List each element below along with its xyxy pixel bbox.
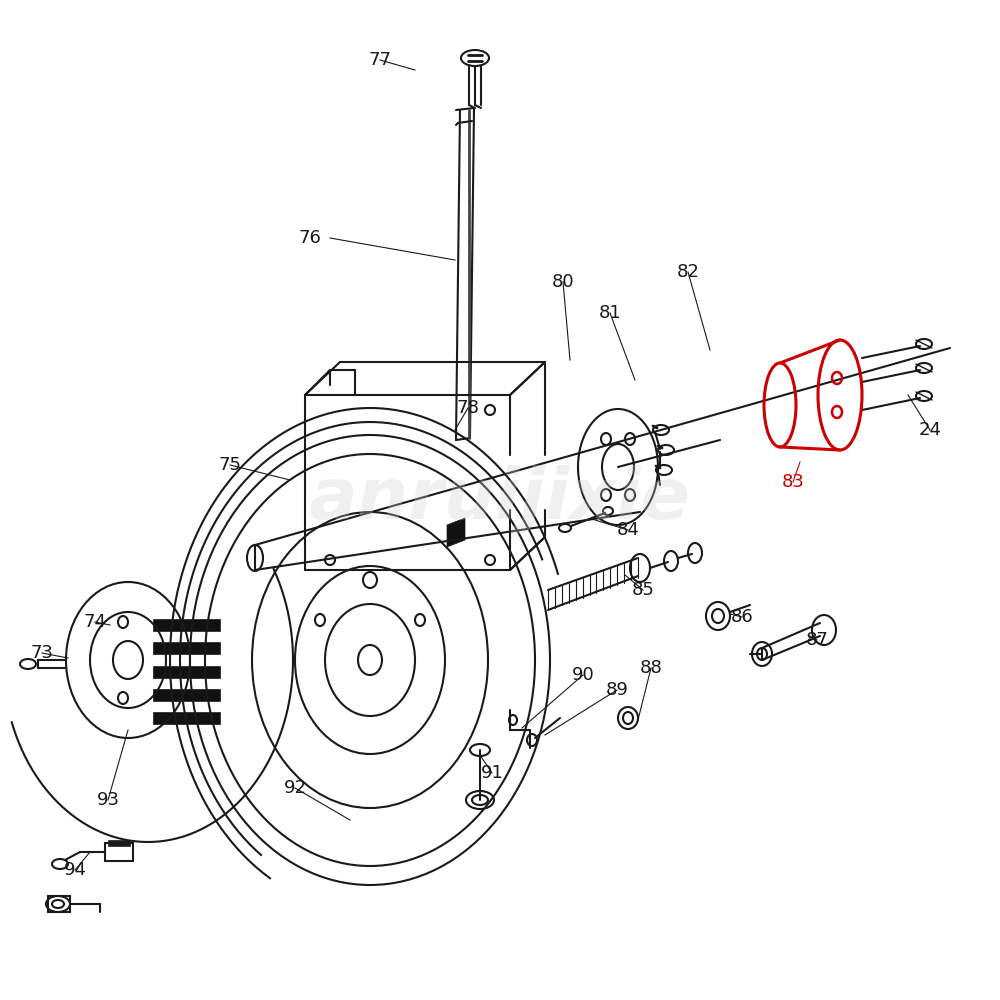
- Text: 91: 91: [481, 764, 503, 782]
- Text: 92: 92: [284, 779, 306, 797]
- Polygon shape: [153, 712, 220, 724]
- Polygon shape: [153, 642, 220, 654]
- Text: 77: 77: [368, 51, 392, 69]
- Text: 78: 78: [457, 399, 479, 417]
- Bar: [105, 843, 133, 861]
- Text: 83: 83: [782, 473, 804, 491]
- Text: 88: 88: [640, 659, 662, 677]
- Text: 90: 90: [572, 666, 594, 684]
- Text: 24: 24: [918, 421, 942, 439]
- Text: 82: 82: [677, 263, 699, 281]
- Text: 81: 81: [599, 304, 621, 322]
- Text: 87: 87: [806, 631, 828, 649]
- Text: anruijixie: anruijixie: [309, 466, 691, 534]
- Text: 76: 76: [299, 229, 321, 247]
- Text: 73: 73: [30, 644, 54, 662]
- Text: 85: 85: [632, 581, 654, 599]
- Text: 86: 86: [731, 608, 753, 626]
- Text: 94: 94: [64, 861, 87, 879]
- Polygon shape: [153, 689, 220, 701]
- Text: 80: 80: [552, 273, 574, 291]
- Polygon shape: [153, 619, 220, 631]
- Text: 93: 93: [96, 791, 120, 809]
- Bar: [108, 840, 130, 846]
- Bar: [48, 896, 70, 912]
- Text: 75: 75: [218, 456, 242, 474]
- Polygon shape: [153, 666, 220, 678]
- Polygon shape: [447, 518, 465, 547]
- Text: 74: 74: [84, 613, 106, 631]
- Text: 89: 89: [606, 681, 628, 699]
- Text: 84: 84: [617, 521, 639, 539]
